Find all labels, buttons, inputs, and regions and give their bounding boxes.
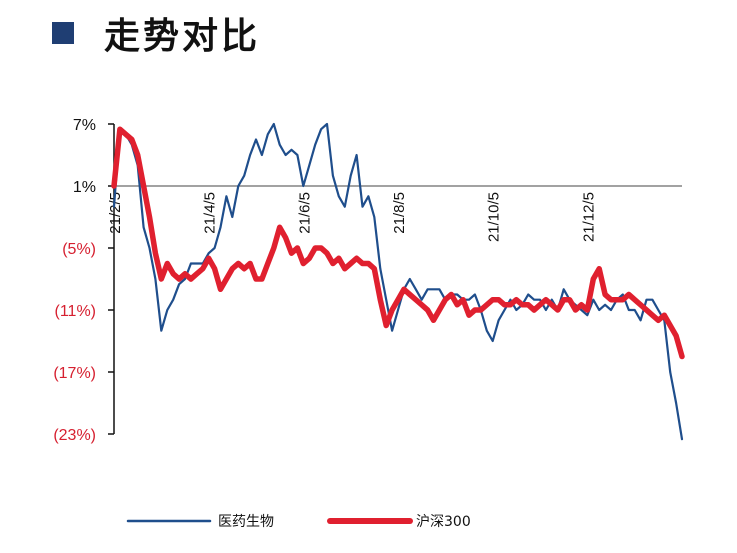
x-tick-label: 21/8/5 (391, 192, 408, 234)
x-tick-label: 21/2/5 (107, 192, 124, 234)
x-axis-ticks: 21/2/5 21/4/5 21/6/5 21/8/5 21/10/5 21/12/5 (107, 192, 597, 242)
page-title: 走势对比 (104, 15, 261, 57)
title-bullet-square (52, 22, 74, 44)
y-tick-label: (17%) (53, 365, 96, 382)
y-tick-label: (11%) (55, 303, 97, 320)
x-tick-label: 21/6/5 (296, 192, 313, 234)
series-line-csi300 (111, 126, 685, 360)
legend-label-pharma: 医药生物 (218, 514, 274, 530)
legend-label-csi300: 沪深300 (416, 514, 471, 530)
chart-legend: 医药生物 沪深300 (126, 514, 471, 530)
page-header: 走势对比 (52, 8, 260, 58)
series-line-pharma (112, 122, 684, 441)
x-tick-label: 21/4/5 (202, 192, 219, 234)
x-tick-label: 21/10/5 (486, 192, 503, 242)
y-tick-label: (23%) (53, 427, 96, 444)
y-tick-label: 7% (73, 117, 96, 134)
y-axis-ticks: 7% 1% (5%) (11%) (17%) (23%) (53, 117, 114, 444)
y-tick-label: 1% (73, 179, 96, 196)
y-tick-label: (5%) (62, 241, 96, 258)
x-tick-label: 21/12/5 (580, 192, 597, 242)
series-lines (111, 122, 685, 441)
